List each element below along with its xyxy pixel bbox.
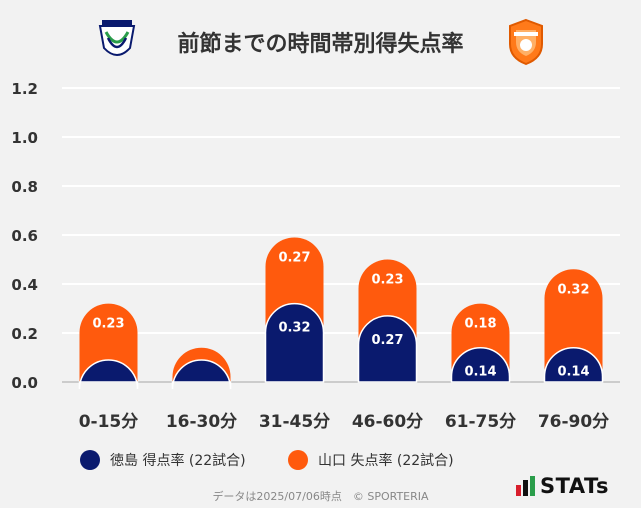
bar-home bbox=[543, 347, 604, 383]
stats-logo: STATs bbox=[516, 474, 609, 498]
legend-away: 山口 失点率 (22試合) bbox=[288, 450, 454, 470]
legend-away-label: 山口 失点率 (22試合) bbox=[318, 453, 454, 469]
x-tick-label: 76-90分 bbox=[538, 412, 609, 432]
x-tick-label: 16-30分 bbox=[166, 412, 237, 432]
bar-home bbox=[357, 315, 418, 383]
y-tick-label: 0.0 bbox=[11, 374, 38, 392]
bar-home bbox=[264, 302, 325, 383]
data-label-away: 0.18 bbox=[464, 317, 496, 332]
legend-home-swatch bbox=[80, 450, 100, 470]
bar-home bbox=[78, 359, 139, 389]
data-label-home: 0.14 bbox=[557, 365, 589, 380]
data-label-away: 0.23 bbox=[92, 317, 124, 332]
bar-home bbox=[171, 359, 232, 389]
tokushima-vortis-logo bbox=[96, 18, 138, 68]
y-tick-label: 1.0 bbox=[11, 129, 38, 147]
x-tick-label: 31-45分 bbox=[259, 412, 330, 432]
renofa-yamaguchi-logo bbox=[506, 18, 546, 70]
y-tick-label: 0.2 bbox=[11, 325, 38, 343]
footer-note: データは2025/07/06時点 © SPORTERIA bbox=[212, 490, 429, 503]
legend-home-label: 徳島 得点率 (22試合) bbox=[110, 453, 246, 469]
bar-chart: 0.0 0.2 0.4 0.6 0.8 1.0 1.2 0.23 0-15分 16-30分 0.27… bbox=[11, 80, 620, 432]
y-tick-label: 0.8 bbox=[11, 178, 38, 196]
x-tick-label: 0-15分 bbox=[79, 412, 139, 432]
data-label-home: 0.32 bbox=[278, 321, 310, 336]
stats-wordmark: STATs bbox=[540, 474, 609, 498]
chart-title: 前節までの時間帯別得失点率 bbox=[177, 32, 464, 57]
x-tick-label: 61-75分 bbox=[445, 412, 516, 432]
bar-home bbox=[450, 347, 511, 383]
data-label-away: 0.27 bbox=[278, 250, 310, 265]
y-tick-label: 1.2 bbox=[11, 80, 38, 98]
data-label-away: 0.23 bbox=[371, 273, 403, 288]
legend-home: 徳島 得点率 (22試合) bbox=[80, 450, 246, 470]
x-tick-label: 46-60分 bbox=[352, 412, 423, 432]
data-label-home: 0.14 bbox=[464, 365, 496, 380]
stats-icon bbox=[516, 476, 535, 496]
y-tick-label: 0.6 bbox=[11, 227, 38, 245]
bar-away bbox=[79, 303, 138, 382]
data-label-away: 0.32 bbox=[557, 282, 589, 297]
y-tick-label: 0.4 bbox=[11, 276, 38, 294]
legend-away-swatch bbox=[288, 450, 308, 470]
data-label-home: 0.27 bbox=[371, 333, 403, 348]
